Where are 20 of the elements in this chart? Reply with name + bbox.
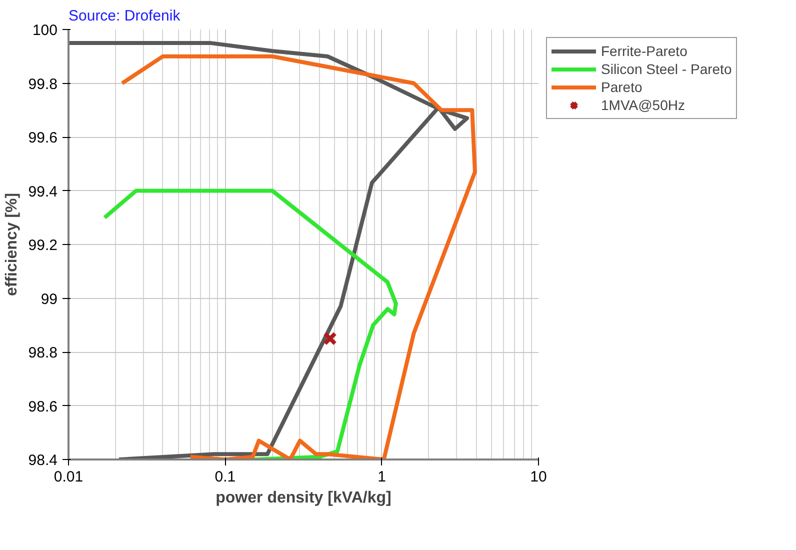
x-tick-label: 10 <box>530 468 547 486</box>
y-tick-label: 99.4 <box>28 183 58 200</box>
x-tick-label: 0.01 <box>54 468 84 486</box>
x-axis-title: power density [kVA/kg] <box>216 490 392 506</box>
y-tick-label: 99 <box>40 290 58 308</box>
y-tick-label: 99.6 <box>28 130 58 146</box>
legend-label: Silicon Steel - Pareto <box>601 60 732 78</box>
y-tick-label: 100 <box>32 22 58 39</box>
y-tick-label: 99.2 <box>28 237 58 254</box>
legend-label: 1MVA@50Hz <box>601 96 685 114</box>
y-tick-label: 98.6 <box>28 398 58 416</box>
y-tick-label: 98.8 <box>28 344 58 362</box>
source-note: Source: Drofenik <box>68 8 181 24</box>
y-tick-label: 99.8 <box>28 76 58 93</box>
legend-label: Ferrite-Pareto <box>601 42 688 60</box>
y-tick-label: 98.4 <box>28 452 58 469</box>
x-tick-label: 1 <box>378 468 386 486</box>
legend-label: Pareto <box>601 78 642 96</box>
y-axis-title: efficiency [%] <box>3 192 20 296</box>
x-tick-label: 0.1 <box>214 468 236 486</box>
